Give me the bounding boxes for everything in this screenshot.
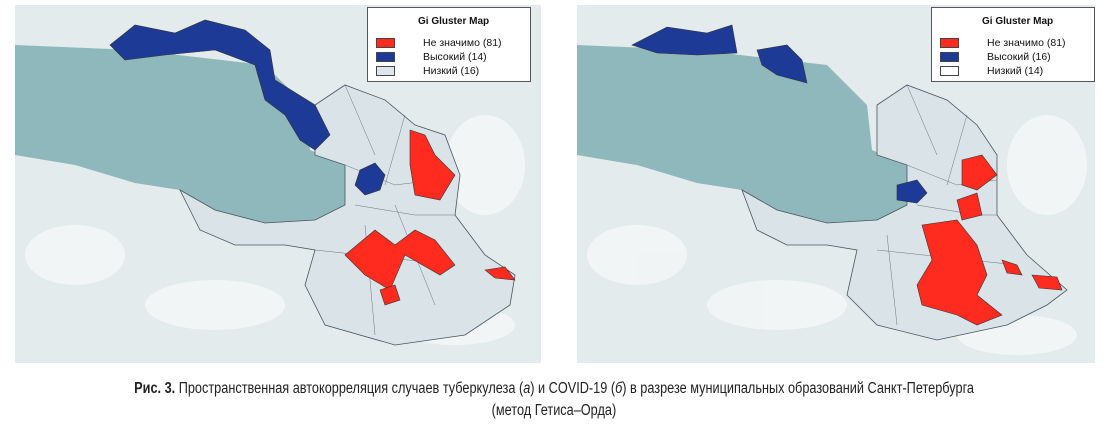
map-b-canvas xyxy=(577,24,1087,355)
legend-label: Не значимо (81) xyxy=(423,36,502,49)
cluster-high-center xyxy=(896,179,928,204)
legend-label: Высокий (16) xyxy=(987,50,1051,63)
map-covid: Gi Gluster Map Не значимо (81) Высокий (… xyxy=(577,5,1095,363)
caption-text: ) в разрезе муниципальных образований Са… xyxy=(622,380,974,397)
legend-swatch xyxy=(376,51,395,62)
map-tuberculosis: Gi Gluster Map Не значимо (81) Высокий (… xyxy=(15,5,541,363)
caption-label: Рис. 3. xyxy=(134,380,176,397)
legend: Gi Gluster Map Не значимо (81) Высокий (… xyxy=(931,7,1095,82)
cluster-red xyxy=(344,129,516,306)
legend-title: Gi Gluster Map xyxy=(418,16,490,27)
cluster-red xyxy=(916,154,1063,326)
legend-label: Низкий (16) xyxy=(423,64,480,77)
cluster-red-south xyxy=(916,219,1003,326)
cluster-red-far-east xyxy=(484,266,516,281)
legend-swatch xyxy=(376,37,395,48)
caption-panel-a: а xyxy=(523,380,531,397)
cluster-red-east xyxy=(956,192,983,221)
gulf-water xyxy=(15,45,345,223)
legend-swatch xyxy=(940,37,959,48)
legend-item: Низкий (16) xyxy=(376,64,479,77)
cluster-red-east xyxy=(409,129,456,201)
cluster-red-far-east-2 xyxy=(1031,274,1063,291)
legend-item: Низкий (14) xyxy=(940,64,1043,77)
cluster-high-center xyxy=(354,162,386,196)
figure-caption: Рис. 3. Пространственная автокорреляция … xyxy=(0,378,1108,422)
gulf-water xyxy=(577,45,907,223)
caption-panel-b: б xyxy=(614,380,623,397)
legend-title: Gi Gluster Map xyxy=(982,16,1054,27)
cluster-high-north xyxy=(631,24,738,56)
legend-item: Не значимо (81) xyxy=(940,36,1066,49)
caption-line2: (метод Гетиса–Орда) xyxy=(491,402,617,419)
caption-text: ) и COVID-19 ( xyxy=(530,380,615,397)
map-a-canvas xyxy=(15,19,525,346)
district-borders xyxy=(876,84,1018,326)
cluster-high-north xyxy=(109,19,331,151)
legend-swatch xyxy=(940,65,959,76)
cluster-red-northeast xyxy=(961,154,998,191)
cluster-high-northeast xyxy=(756,44,808,84)
legend-swatch xyxy=(376,65,395,76)
legend-item: Высокий (16) xyxy=(940,50,1051,63)
cluster-red-small xyxy=(379,284,401,306)
cluster-red-south xyxy=(344,229,456,291)
legend-label: Не значимо (81) xyxy=(987,36,1066,49)
legend: Gi Gluster Map Не значимо (81) Высокий (… xyxy=(367,7,531,82)
legend-swatch xyxy=(940,51,959,62)
cluster-red-far-east xyxy=(1001,259,1023,276)
legend-item: Высокий (14) xyxy=(376,50,487,63)
land-patches xyxy=(587,115,1087,355)
caption-text: Пространственная автокорреляция случаев … xyxy=(175,380,524,397)
legend-label: Высокий (14) xyxy=(423,50,487,63)
legend-item: Не значимо (81) xyxy=(376,36,502,49)
legend-label: Низкий (14) xyxy=(987,64,1044,77)
